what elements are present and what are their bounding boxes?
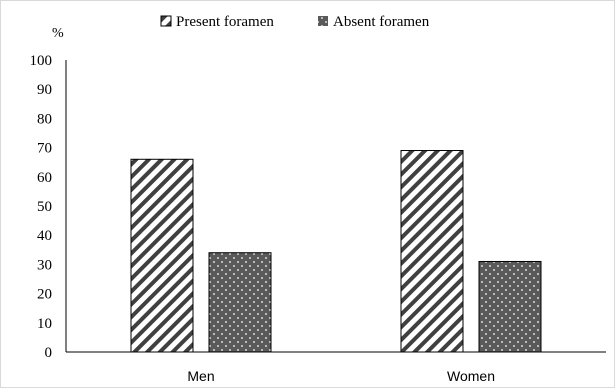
x-category-label: Men [187,368,214,384]
y-axis-unit-label: % [52,26,64,41]
y-tick-label: 60 [37,170,52,186]
y-tick-label: 80 [37,111,52,127]
y-tick-label: 30 [37,257,52,273]
y-tick-label: 0 [45,345,53,361]
bar-present-foramen-men [130,158,194,353]
y-tick-label: 70 [37,141,52,157]
y-tick-label: 90 [37,82,52,98]
legend-swatch-present-foramen [160,15,172,27]
y-tick-label: 40 [37,228,52,244]
legend-label-present-foramen: Present foramen [176,14,274,30]
category-labels: Men Women [187,368,495,384]
bar-absent-foramen-men [208,252,272,353]
y-axis-ticks: 0 10 20 30 40 50 60 70 80 90 100 [30,53,53,361]
bars [130,150,542,353]
legend-swatch-absent-foramen [318,16,328,26]
x-category-label: Women [447,368,495,384]
y-tick-label: 10 [37,316,52,332]
y-tick-label: 20 [37,287,52,303]
bar-absent-foramen-women [478,260,542,353]
y-tick-label: 100 [30,53,53,69]
legend: Present foramen Absent foramen [160,14,430,30]
bar-present-foramen-women [400,150,464,353]
legend-label-absent-foramen: Absent foramen [333,14,430,30]
y-tick-label: 50 [37,199,52,215]
